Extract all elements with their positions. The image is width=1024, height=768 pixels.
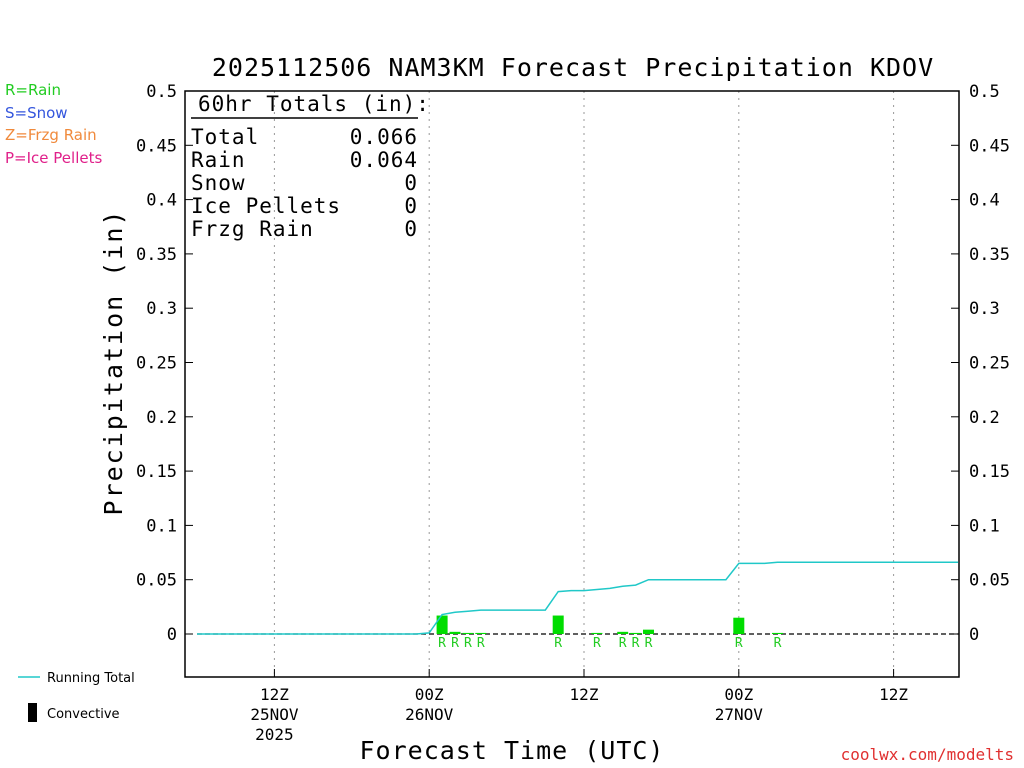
y-tick-label-left: 0.5 xyxy=(146,82,177,102)
x-tick-label-date: 26NOV xyxy=(405,705,454,724)
plot-area: 0 00.05 0.050.1 0.10.15 0.150.2 0.20.25 0.250.… xyxy=(136,82,1010,744)
totals-row-value: 0 xyxy=(404,171,418,195)
precip-bar xyxy=(462,632,474,634)
y-tick-label-left: 0.2 xyxy=(146,408,177,428)
x-axis-label: Forecast Time (UTC) xyxy=(360,736,665,765)
y-tick-label-left: 0.15 xyxy=(136,462,177,482)
ptype-label: R xyxy=(554,636,562,651)
x-tick-label-time: 12Z xyxy=(879,685,908,704)
y-tick-label-left: 0.3 xyxy=(146,299,177,319)
precip-bar xyxy=(475,632,487,634)
y-tick-label-left: 0.1 xyxy=(146,516,177,536)
y-tick-label-right: 0.05 xyxy=(969,571,1010,591)
chart-title: 2025112506 NAM3KM Forecast Precipitation… xyxy=(212,53,934,82)
y-tick-label-right: 0.15 xyxy=(969,462,1010,482)
series-legend: Running Total Convective xyxy=(18,671,135,722)
ptype-legend-rain: R=Rain xyxy=(5,81,61,99)
totals-row-value: 0 xyxy=(404,194,418,218)
y-tick-label-right: 0.45 xyxy=(969,136,1010,156)
plot-frame xyxy=(184,90,960,678)
ptype-label: R xyxy=(632,636,640,651)
totals-heading: 60hr Totals (in): xyxy=(198,92,430,116)
y-tick-label-right: 0.2 xyxy=(969,408,1000,428)
precip-bar xyxy=(630,632,642,634)
ptype-label: R xyxy=(464,636,472,651)
y-tick-label-right: 0.4 xyxy=(969,191,1000,211)
y-axis-label: Precipitation (in) xyxy=(99,209,128,516)
totals-row-label: Total xyxy=(191,125,259,149)
running-total-legend-label: Running Total xyxy=(47,671,135,686)
totals-box: 60hr Totals (in): Total 0.066 Rain 0.064 Snow… xyxy=(191,92,430,241)
ptype-label: R xyxy=(438,636,446,651)
credit-link[interactable]: coolwx.com/modelts xyxy=(840,745,1014,764)
totals-row-label: Rain xyxy=(191,148,246,172)
y-tick-label-left: 0.05 xyxy=(136,571,177,591)
precip-bar xyxy=(449,631,461,634)
y-tick-label-left: 0.35 xyxy=(136,245,177,265)
x-tick-label-time: 00Z xyxy=(415,685,444,704)
precip-bar xyxy=(617,631,629,634)
ptype-label: R xyxy=(593,636,601,651)
totals-row-label: Ice Pellets xyxy=(191,194,341,218)
ptype-label: R xyxy=(619,636,627,651)
y-tick-label-left: 0 xyxy=(167,625,177,645)
ptype-label: R xyxy=(774,636,782,651)
y-tick-label-right: 0.5 xyxy=(969,82,1000,102)
precip-bar xyxy=(436,615,448,634)
totals-row-value: 0.064 xyxy=(350,148,418,172)
totals-row-label: Snow xyxy=(191,171,246,195)
y-tick-label-left: 0.4 xyxy=(146,191,177,211)
ptype-label: R xyxy=(477,636,485,651)
totals-row-label: Frzg Rain xyxy=(191,217,314,241)
y-tick-label-right: 0.25 xyxy=(969,354,1010,374)
x-tick-label-date: 27NOV xyxy=(715,705,764,724)
y-tick-label-left: 0.45 xyxy=(136,136,177,156)
running-total-line xyxy=(197,561,959,635)
precip-bar xyxy=(772,632,783,634)
convective-legend-swatch xyxy=(28,703,37,722)
precip-bar xyxy=(733,617,745,634)
x-tick-label-date: 25NOV xyxy=(250,705,299,724)
y-tick-label-right: 0 xyxy=(969,625,979,645)
x-tick-label-time: 12Z xyxy=(570,685,599,704)
ptype-label: R xyxy=(451,636,459,651)
totals-row-value: 0 xyxy=(404,217,418,241)
convective-legend-label: Convective xyxy=(47,707,120,722)
x-tick-label-year: 2025 xyxy=(255,725,294,744)
ptype-label: R xyxy=(735,636,743,651)
ptype-legend-ice-pellets: P=Ice Pellets xyxy=(5,149,103,167)
precip-bar xyxy=(552,615,564,634)
x-tick-label-time: 00Z xyxy=(724,685,753,704)
y-tick-label-right: 0.1 xyxy=(969,516,1000,536)
y-tick-label-left: 0.25 xyxy=(136,354,177,374)
ptype-legend-snow: S=Snow xyxy=(5,104,68,122)
ptype-label: R xyxy=(645,636,653,651)
ptype-legend-frzg-rain: Z=Frzg Rain xyxy=(5,126,97,144)
precip-bar xyxy=(591,632,603,634)
y-tick-label-right: 0.35 xyxy=(969,245,1010,265)
x-tick-label-time: 12Z xyxy=(260,685,289,704)
precip-bar xyxy=(643,629,654,634)
y-tick-label-right: 0.3 xyxy=(969,299,1000,319)
totals-row-value: 0.066 xyxy=(350,125,418,149)
